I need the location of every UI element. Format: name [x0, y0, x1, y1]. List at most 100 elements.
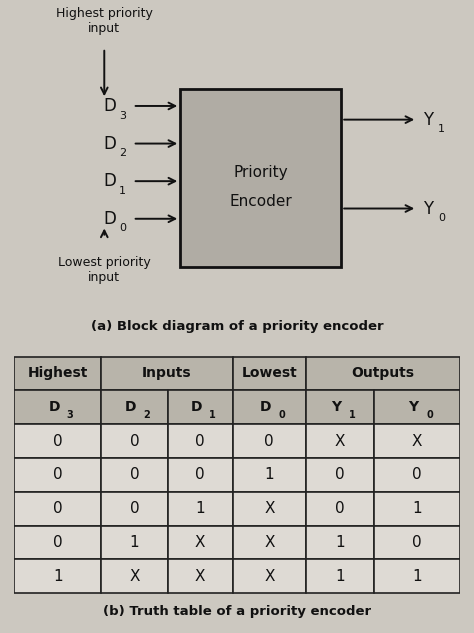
Text: 0: 0 [438, 213, 445, 223]
Text: 0: 0 [412, 467, 422, 482]
Text: 1: 1 [195, 501, 205, 516]
Text: (a) Block diagram of a priority encoder: (a) Block diagram of a priority encoder [91, 320, 383, 333]
Text: D: D [260, 400, 272, 414]
Text: 1: 1 [438, 124, 445, 134]
Bar [306, 525, 374, 560]
Bar [101, 525, 168, 560]
Bar [306, 560, 374, 593]
Text: 0: 0 [53, 434, 63, 449]
Text: 1: 1 [349, 410, 356, 420]
Text: D: D [191, 400, 202, 414]
Bar [14, 391, 101, 424]
Text: Lowest: Lowest [241, 367, 297, 380]
Text: Y: Y [423, 199, 433, 218]
Text: 1: 1 [412, 501, 422, 516]
Bar [233, 492, 306, 525]
Text: 0: 0 [195, 434, 205, 449]
Text: Y: Y [423, 111, 433, 128]
Text: D: D [48, 400, 60, 414]
Text: 2: 2 [144, 410, 150, 420]
Bar [306, 356, 460, 391]
Text: D: D [103, 97, 116, 115]
Text: 3: 3 [67, 410, 73, 420]
Text: 0: 0 [130, 434, 139, 449]
Bar [233, 356, 306, 391]
Text: D: D [103, 135, 116, 153]
Text: 1: 1 [53, 569, 63, 584]
Text: X: X [264, 501, 274, 516]
Text: Encoder: Encoder [229, 194, 292, 209]
Text: 0: 0 [264, 434, 274, 449]
Text: 1: 1 [130, 535, 139, 550]
Text: X: X [335, 434, 346, 449]
Bar [101, 356, 233, 391]
Text: Outputs: Outputs [351, 367, 414, 380]
Bar [233, 560, 306, 593]
Bar [233, 391, 306, 424]
Bar [306, 492, 374, 525]
Text: X: X [195, 569, 206, 584]
Text: 0: 0 [130, 467, 139, 482]
Text: D: D [103, 210, 116, 228]
Text: 0: 0 [53, 501, 63, 516]
Bar [14, 560, 101, 593]
Bar [14, 424, 101, 458]
Text: 1: 1 [412, 569, 422, 584]
Bar [374, 391, 460, 424]
Text: 0: 0 [335, 467, 345, 482]
Bar [101, 492, 168, 525]
Bar [14, 458, 101, 492]
Bar [14, 356, 101, 391]
Text: 0: 0 [119, 223, 126, 234]
Text: X: X [195, 535, 206, 550]
Text: Y: Y [331, 400, 342, 414]
Bar [101, 560, 168, 593]
Bar [233, 458, 306, 492]
Text: Highest priority
input: Highest priority input [56, 7, 153, 35]
Text: 1: 1 [335, 535, 345, 550]
Text: X: X [412, 434, 422, 449]
Bar [180, 89, 341, 266]
Bar [306, 458, 374, 492]
Text: 0: 0 [53, 467, 63, 482]
Text: 0: 0 [278, 410, 285, 420]
Text: Lowest priority
input: Lowest priority input [58, 256, 151, 284]
Bar [306, 424, 374, 458]
Text: X: X [264, 535, 274, 550]
Bar [168, 391, 233, 424]
Bar [374, 458, 460, 492]
Bar [306, 391, 374, 424]
Text: 1: 1 [119, 185, 126, 196]
Text: 1: 1 [335, 569, 345, 584]
Text: 0: 0 [426, 410, 433, 420]
Text: X: X [264, 569, 274, 584]
Bar [374, 560, 460, 593]
Bar [14, 525, 101, 560]
Text: 0: 0 [195, 467, 205, 482]
Bar [14, 492, 101, 525]
Text: 0: 0 [53, 535, 63, 550]
Text: 2: 2 [118, 148, 126, 158]
Bar [101, 424, 168, 458]
Text: 3: 3 [119, 111, 126, 120]
Text: Inputs: Inputs [142, 367, 191, 380]
Bar [374, 492, 460, 525]
Bar [233, 424, 306, 458]
Bar [233, 525, 306, 560]
Bar [168, 458, 233, 492]
Text: 0: 0 [335, 501, 345, 516]
Bar [168, 560, 233, 593]
Bar [168, 424, 233, 458]
Bar [101, 391, 168, 424]
Bar [168, 492, 233, 525]
Text: X: X [129, 569, 140, 584]
Bar [374, 525, 460, 560]
Text: 1: 1 [210, 410, 216, 420]
Text: (b) Truth table of a priority encoder: (b) Truth table of a priority encoder [103, 605, 371, 618]
Bar [374, 424, 460, 458]
Text: 0: 0 [130, 501, 139, 516]
Text: Priority: Priority [233, 165, 288, 180]
Text: 1: 1 [264, 467, 274, 482]
Text: Highest: Highest [27, 367, 88, 380]
Text: Y: Y [409, 400, 419, 414]
